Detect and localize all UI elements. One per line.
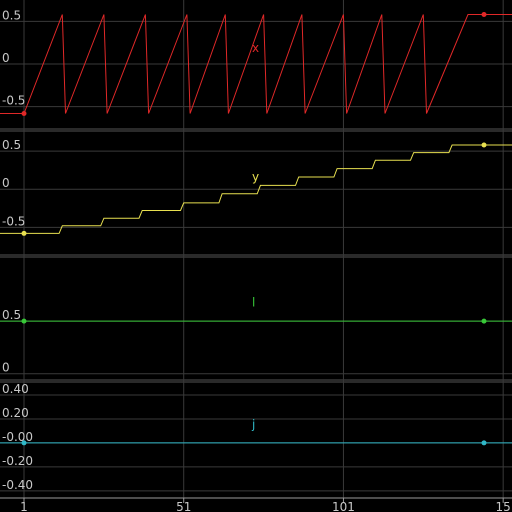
- x-tick-label: 1: [20, 500, 28, 512]
- x-tick-label: 51: [176, 500, 191, 512]
- panel-separator[interactable]: [0, 128, 512, 132]
- channel-panel-x[interactable]: 0.5 0 -0.5 x: [0, 8, 512, 116]
- channel-label-y: y: [252, 170, 259, 184]
- keyframe-marker[interactable]: [481, 440, 487, 446]
- keyframe-marker[interactable]: [481, 142, 487, 148]
- keyframe-marker[interactable]: [21, 230, 27, 236]
- keyframe-marker[interactable]: [21, 318, 27, 324]
- channel-panel-j[interactable]: 0.40 0.20 -0.00 -0.20 -0.40 j: [0, 382, 512, 492]
- channel-label-l: l: [252, 296, 255, 310]
- y-tick-label: -0.20: [2, 454, 33, 468]
- x-tick-label: 15: [496, 500, 511, 512]
- channel-label-j: j: [251, 418, 255, 432]
- series-line-y[interactable]: [0, 144, 512, 234]
- y-tick-label: 0.20: [2, 406, 29, 420]
- panel-separator[interactable]: [0, 379, 512, 383]
- x-tick-label: 101: [332, 500, 355, 512]
- vertical-grid: [23, 0, 504, 498]
- channel-panel-y[interactable]: 0.5 0 -0.5 y: [0, 138, 512, 236]
- y-tick-label: -0.5: [2, 214, 25, 228]
- y-tick-label: 0.5: [2, 138, 21, 152]
- keyframe-marker[interactable]: [21, 440, 27, 446]
- keyframe-marker[interactable]: [481, 12, 487, 18]
- y-tick-label: -0.40: [2, 478, 33, 492]
- keyframe-marker[interactable]: [21, 110, 27, 116]
- y-tick-label: 0: [2, 51, 10, 65]
- y-tick-label: 0.5: [2, 308, 21, 322]
- y-tick-label: 0: [2, 176, 10, 190]
- keyframe-marker[interactable]: [481, 318, 487, 324]
- y-tick-label: -0.5: [2, 94, 25, 108]
- channel-panel-l[interactable]: 0.5 0 l: [0, 296, 512, 375]
- panel-separator[interactable]: [0, 254, 512, 258]
- series-line-x[interactable]: [0, 14, 512, 114]
- y-tick-label: 0: [2, 361, 10, 375]
- y-tick-label: 0.40: [2, 382, 29, 396]
- channel-label-x: x: [252, 41, 259, 55]
- y-tick-label: 0.5: [2, 8, 21, 22]
- y-tick-label: -0.00: [2, 430, 33, 444]
